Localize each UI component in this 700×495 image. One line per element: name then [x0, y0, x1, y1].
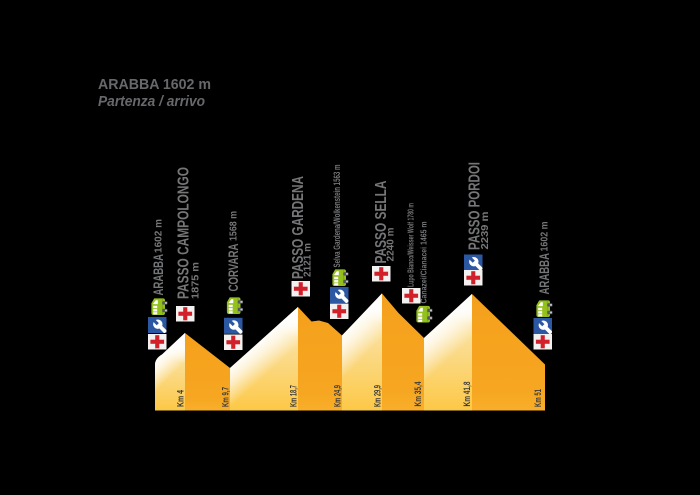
svg-text:Selva Gardena/Wolkenstein 1563: Selva Gardena/Wolkenstein 1563 m — [332, 165, 343, 268]
svg-text:PASSO GARDENA: PASSO GARDENA — [290, 176, 307, 279]
svg-text:2240 m: 2240 m — [385, 228, 397, 262]
svg-text:ARABBA: ARABBA — [536, 253, 552, 295]
svg-text:Lupo Bianco/Weisser Wolf 1780: Lupo Bianco/Weisser Wolf 1780 m — [406, 203, 416, 287]
svg-text:Km 29,9: Km 29,9 — [373, 385, 383, 407]
svg-text:PASSO PORDOI: PASSO PORDOI — [467, 162, 484, 250]
svg-text:ARABBA 1602 m: ARABBA 1602 m — [98, 77, 211, 93]
svg-text:PASSO CAMPOLONGO: PASSO CAMPOLONGO — [176, 167, 193, 299]
svg-text:1875 m: 1875 m — [190, 262, 202, 299]
svg-text:2239 m: 2239 m — [479, 212, 491, 250]
svg-text:Km 4: Km 4 — [176, 390, 186, 407]
svg-text:Km 51: Km 51 — [533, 389, 543, 407]
svg-text:Partenza / arrivo: Partenza / arrivo — [98, 94, 205, 110]
svg-text:ARABBA: ARABBA — [150, 254, 166, 296]
svg-text:1602 m: 1602 m — [539, 222, 551, 252]
svg-text:PASSO SELLA: PASSO SELLA — [373, 180, 390, 263]
svg-text:2121 m: 2121 m — [302, 243, 314, 277]
svg-text:Km 41,8: Km 41,8 — [462, 382, 472, 407]
svg-text:Km 35,4: Km 35,4 — [413, 382, 423, 407]
svg-text:1602 m: 1602 m — [153, 219, 165, 253]
svg-text:1568 m: 1568 m — [228, 211, 240, 241]
svg-text:Km 9,7: Km 9,7 — [221, 387, 231, 407]
svg-text:Canazei/Cianacei 1465 m: Canazei/Cianacei 1465 m — [419, 221, 429, 303]
svg-text:Km 18,7: Km 18,7 — [289, 385, 299, 407]
svg-text:CORVARA: CORVARA — [225, 244, 241, 292]
svg-text:Km 24,9: Km 24,9 — [333, 385, 343, 407]
